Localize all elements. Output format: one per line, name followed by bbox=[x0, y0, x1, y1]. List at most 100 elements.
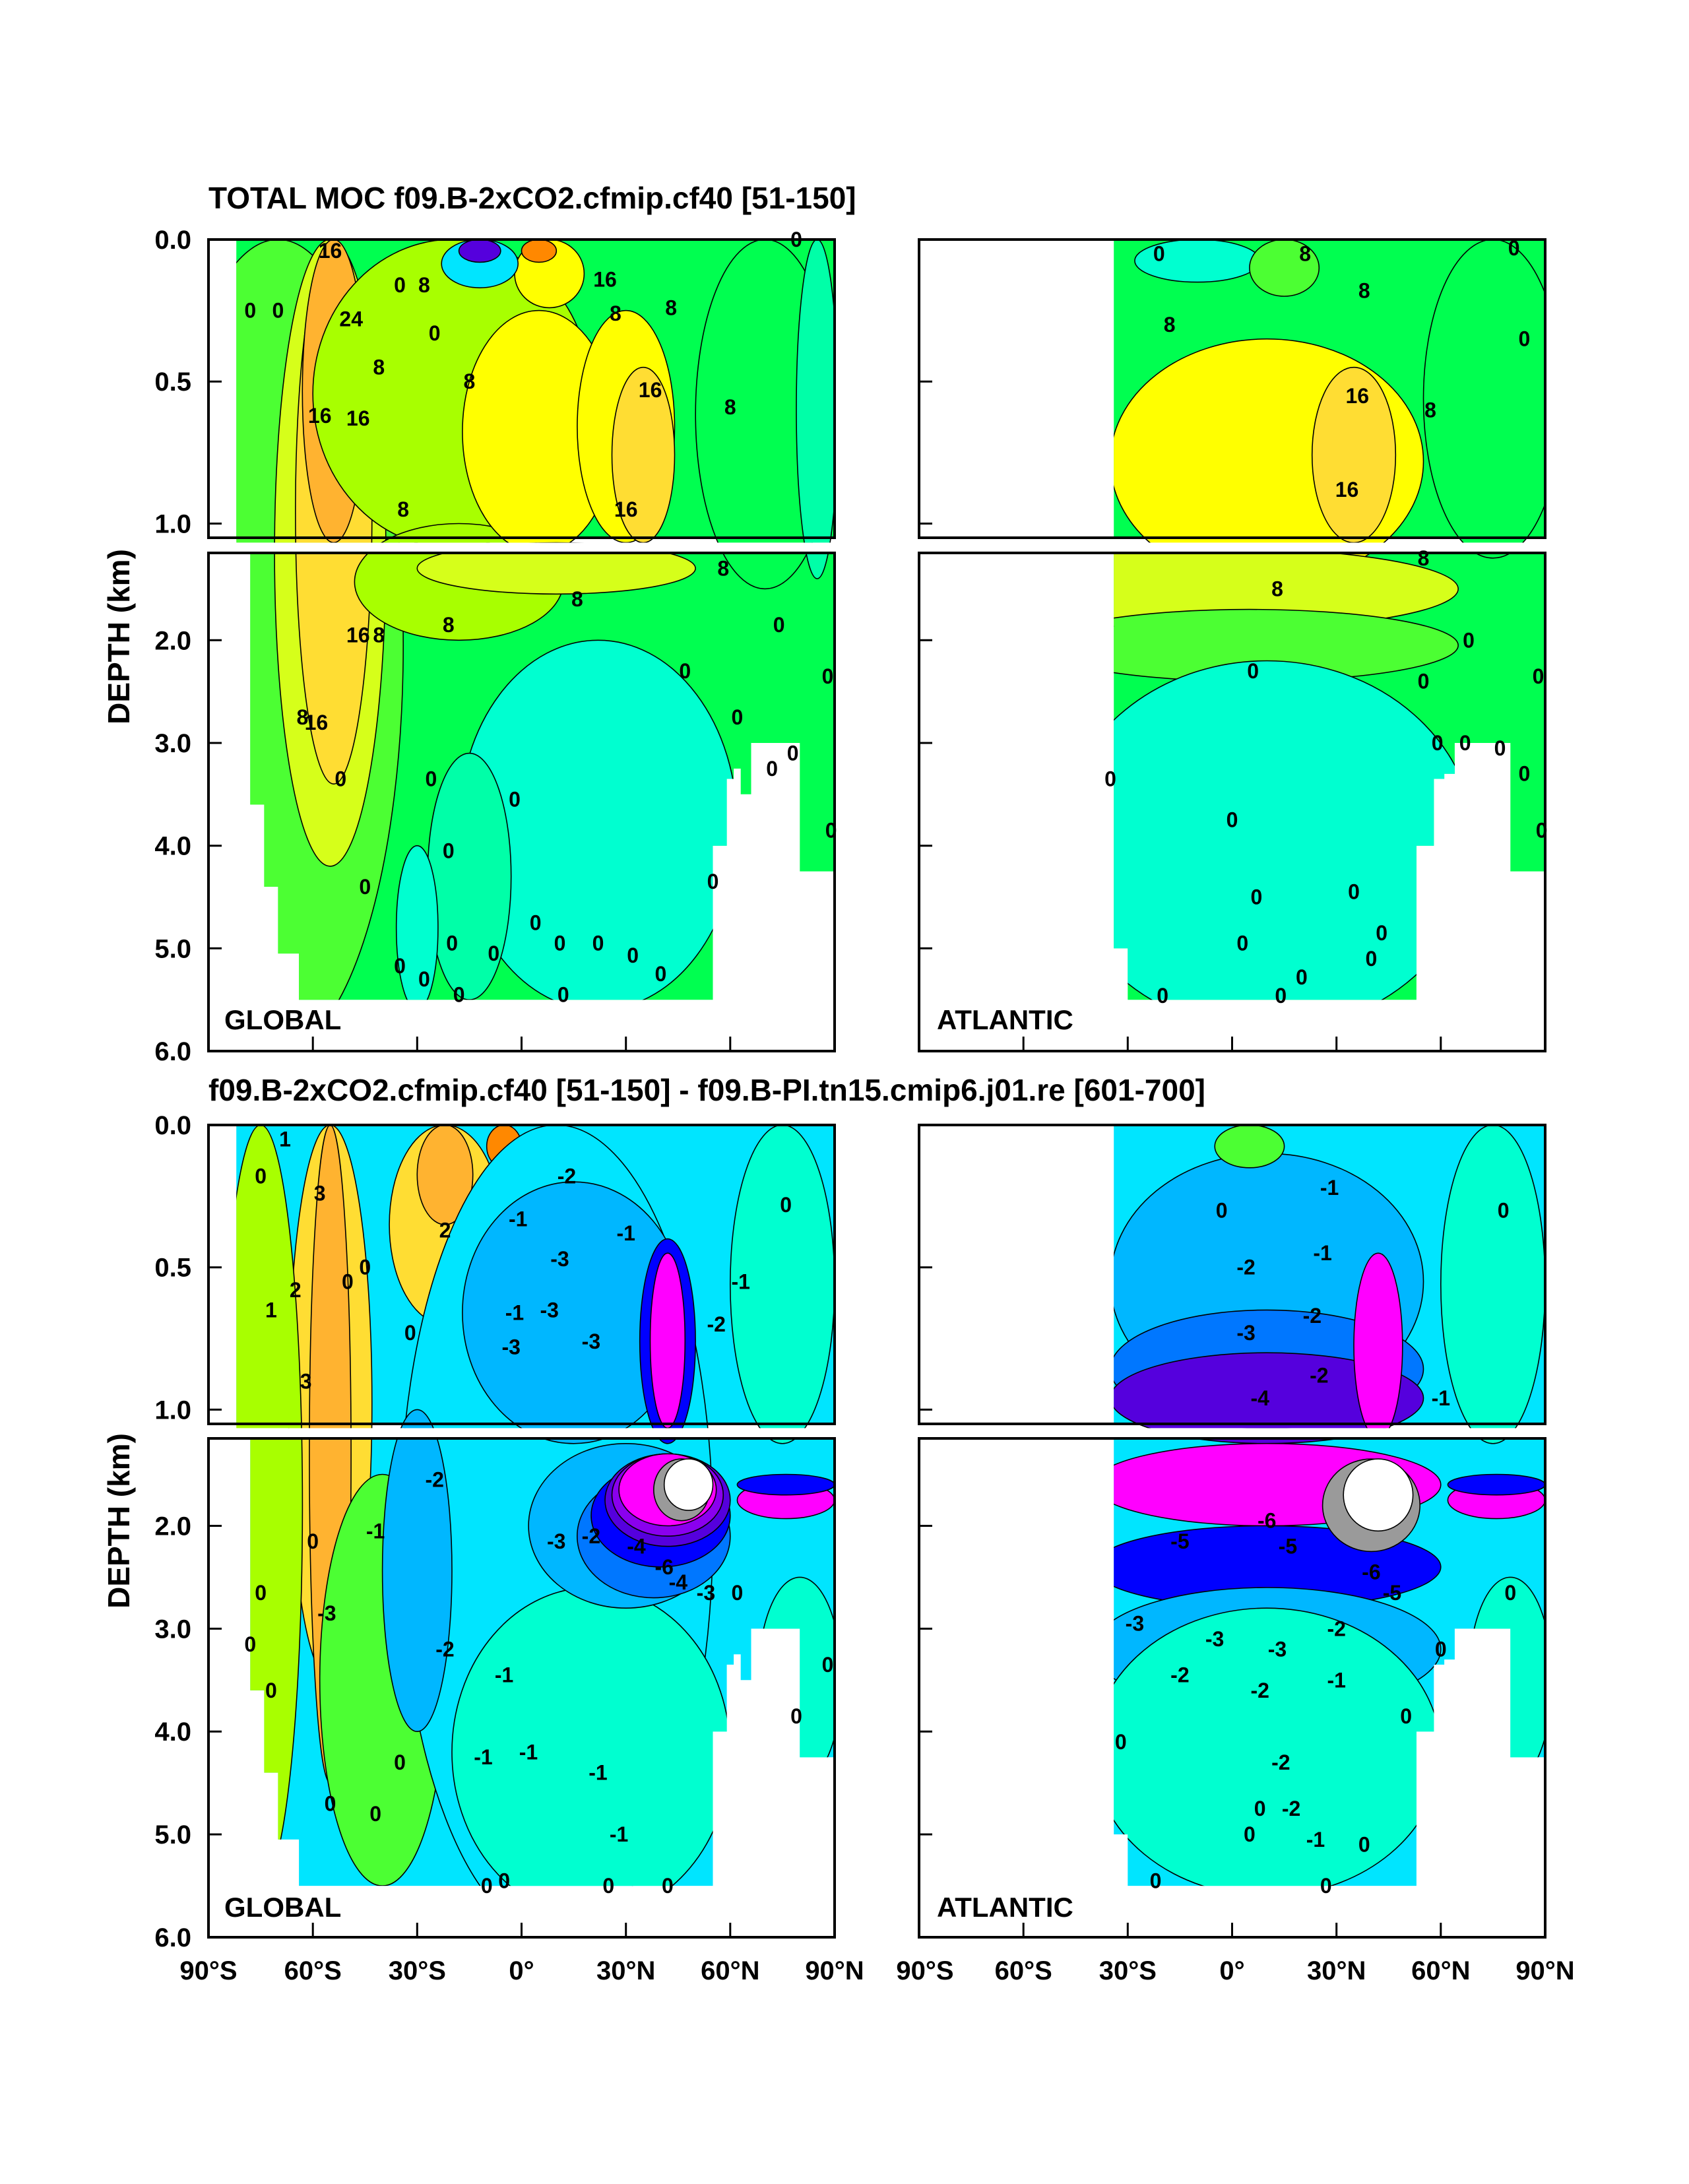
top-atlantic-contour-label: 0 bbox=[1348, 880, 1360, 904]
bottom-global-contour-label: 2 bbox=[290, 1278, 302, 1302]
top-atlantic-contour-label: 0 bbox=[1227, 808, 1238, 832]
top-atlantic-contour-region bbox=[1249, 240, 1320, 297]
bottom-global-contour-region bbox=[757, 1576, 835, 1784]
bottom-atlantic-contour-label: -1 bbox=[1327, 1668, 1345, 1692]
top-atlantic-contour-region bbox=[1422, 553, 1545, 559]
top-atlantic-contour-label: 0 bbox=[1432, 731, 1444, 755]
bottom-global-contour-region bbox=[381, 1438, 453, 1733]
top-atlantic-contour-label: 8 bbox=[1299, 242, 1311, 266]
top-atlantic-contour-label: 0 bbox=[1463, 628, 1475, 652]
bottom-atlantic-contour-label: -6 bbox=[1362, 1560, 1380, 1584]
bottom-global-contour-region bbox=[736, 1473, 835, 1496]
bottom-global-contour-label: 0 bbox=[790, 1704, 802, 1728]
top-y-tick-label: 4.0 bbox=[154, 832, 191, 861]
top-global-contour-label: 0 bbox=[773, 613, 785, 637]
top-global-contour-label: 16 bbox=[319, 239, 342, 263]
bottom-y-tick-label: 1.0 bbox=[154, 1396, 191, 1425]
bottom-atlantic-contour-label: 0 bbox=[1320, 1874, 1332, 1898]
bottom-global-contour-label: 0 bbox=[325, 1791, 336, 1815]
top-y-tick-label: 2.0 bbox=[154, 626, 191, 655]
top-atlantic-contour-label: 0 bbox=[1519, 762, 1531, 786]
bottom-global-contour-label: 0 bbox=[662, 1874, 674, 1898]
top-global-contour-label: 8 bbox=[464, 369, 476, 393]
bottom-global-contour-region bbox=[663, 1458, 714, 1511]
axes-group: 0.0 0.5 1.0 2.0 3.0 4.0 5.0 6.0 0.0 0.5 1.0 2.0 3.0 4… bbox=[154, 226, 1574, 1985]
top-y-tick-label: 0.5 bbox=[154, 368, 191, 397]
bottom-global-contour-region bbox=[416, 1125, 474, 1225]
bottom-global-contour-label: 0 bbox=[255, 1581, 267, 1605]
top-global-contour-label: 0 bbox=[822, 664, 834, 688]
top-global-contour-label: 16 bbox=[346, 624, 370, 647]
bottom-global-contour-label: 0 bbox=[307, 1529, 319, 1553]
bottom-global-contour-label: -2 bbox=[707, 1312, 725, 1336]
top-global-contour-label: 0 bbox=[359, 875, 371, 899]
bottom-y-tick-label: 5.0 bbox=[154, 1820, 191, 1849]
top-global-contour-label: 8 bbox=[610, 302, 621, 325]
bottom-global-contour-label: -4 bbox=[669, 1570, 688, 1594]
top-atlantic-upper-field bbox=[1114, 240, 1545, 543]
bottom-y-axis-label: DEPTH (km) bbox=[102, 1433, 136, 1609]
bottom-global-contour-label: -1 bbox=[509, 1207, 527, 1231]
global-x-tick-label: 60°S bbox=[284, 1956, 342, 1985]
top-atlantic-contour-label: 0 bbox=[1459, 731, 1471, 755]
atlantic-x-tick-label: 90°N bbox=[1515, 1956, 1574, 1985]
bottom-global-contour-region bbox=[451, 1587, 731, 1886]
bottom-atlantic-contour-label: 0 bbox=[1504, 1581, 1516, 1605]
top-global-contour-label: 0 bbox=[272, 299, 284, 323]
top-global-contour-label: 0 bbox=[554, 932, 566, 955]
top-atlantic-contour-label: 0 bbox=[1247, 659, 1259, 683]
bottom-global-upper-field bbox=[236, 1125, 835, 1429]
top-global-contour-label: 0 bbox=[429, 321, 441, 345]
bottom-y-tick-label: 0.0 bbox=[154, 1111, 191, 1140]
bottom-global-contour-label: 0 bbox=[404, 1321, 416, 1345]
bottom-atlantic-contour-label: 0 bbox=[1244, 1822, 1256, 1846]
bottom-global-contour-region bbox=[236, 1125, 303, 1429]
top-global-contour-region bbox=[796, 240, 835, 543]
bottom-global-contour-region bbox=[730, 1125, 835, 1429]
top-global-contour-label: 0 bbox=[443, 839, 455, 862]
top-atlantic-contour-label: 0 bbox=[1275, 984, 1287, 1008]
bottom-atlantic-contour-label: -4 bbox=[1250, 1386, 1269, 1410]
bottom-global-contour-label: 0 bbox=[481, 1874, 493, 1898]
bottom-atlantic-upper-field bbox=[1114, 1125, 1545, 1429]
bottom-atlantic-contour-label: -3 bbox=[1236, 1321, 1255, 1345]
top-global-contour-label: 16 bbox=[305, 711, 329, 734]
bottom-global-contour-label: -2 bbox=[425, 1467, 443, 1491]
top-global-contour-label: 16 bbox=[593, 267, 617, 291]
bottom-atlantic-contour-label: 0 bbox=[1115, 1730, 1127, 1754]
top-y-tick-label: 3.0 bbox=[154, 729, 191, 758]
bottom-global-contour-label: 1 bbox=[265, 1298, 277, 1322]
top-y-tick-label: 5.0 bbox=[154, 934, 191, 963]
top-global-contour-label: 0 bbox=[707, 870, 719, 893]
bottom-figure-title: f09.B-2xCO2.cfmip.cf40 [51-150] - f09.B-… bbox=[208, 1073, 1205, 1107]
bottom-atlantic-contour-label: -2 bbox=[1327, 1617, 1345, 1640]
top-atlantic-contour-label: 0 bbox=[1376, 921, 1387, 945]
bottom-global-contour-region bbox=[462, 1438, 686, 1444]
bottom-y-tick-label: 2.0 bbox=[154, 1512, 191, 1541]
top-global-contour-label: 0 bbox=[732, 705, 744, 729]
bottom-atlantic-region-label: ATLANTIC bbox=[937, 1892, 1073, 1923]
bottom-global-contour-label: 0 bbox=[732, 1581, 744, 1605]
top-global-contour-label: 0 bbox=[488, 942, 499, 965]
top-global-contour-region bbox=[458, 240, 501, 263]
bottom-global-contour-label: 0 bbox=[780, 1193, 792, 1217]
top-global-contour-label: 0 bbox=[418, 967, 430, 991]
bottom-global-contour-region bbox=[730, 1438, 835, 1444]
bottom-global-contour-label: -3 bbox=[317, 1601, 336, 1625]
top-atlantic-contour-label: 0 bbox=[1157, 984, 1168, 1008]
top-atlantic-contour-label: 0 bbox=[1236, 932, 1248, 955]
top-global-contour-region bbox=[796, 553, 835, 579]
global-x-tick-label: 30°S bbox=[389, 1956, 446, 1985]
bottom-atlantic-contour-label: -3 bbox=[1205, 1627, 1224, 1651]
top-global-contour-label: 24 bbox=[339, 307, 363, 331]
top-global-contour-label: 0 bbox=[335, 767, 346, 791]
bottom-atlantic-contour-label: -5 bbox=[1279, 1535, 1297, 1558]
bottom-atlantic-contour-label: -2 bbox=[1170, 1663, 1189, 1687]
bottom-global-contour-label: -3 bbox=[697, 1581, 715, 1605]
bottom-atlantic-contour-label: -5 bbox=[1383, 1581, 1401, 1605]
top-global-contour-label: 0 bbox=[766, 757, 778, 781]
top-global-contour-label: 0 bbox=[558, 982, 569, 1006]
bottom-global-contour-label: -2 bbox=[558, 1165, 576, 1188]
top-global-contour-label: 16 bbox=[614, 498, 638, 521]
